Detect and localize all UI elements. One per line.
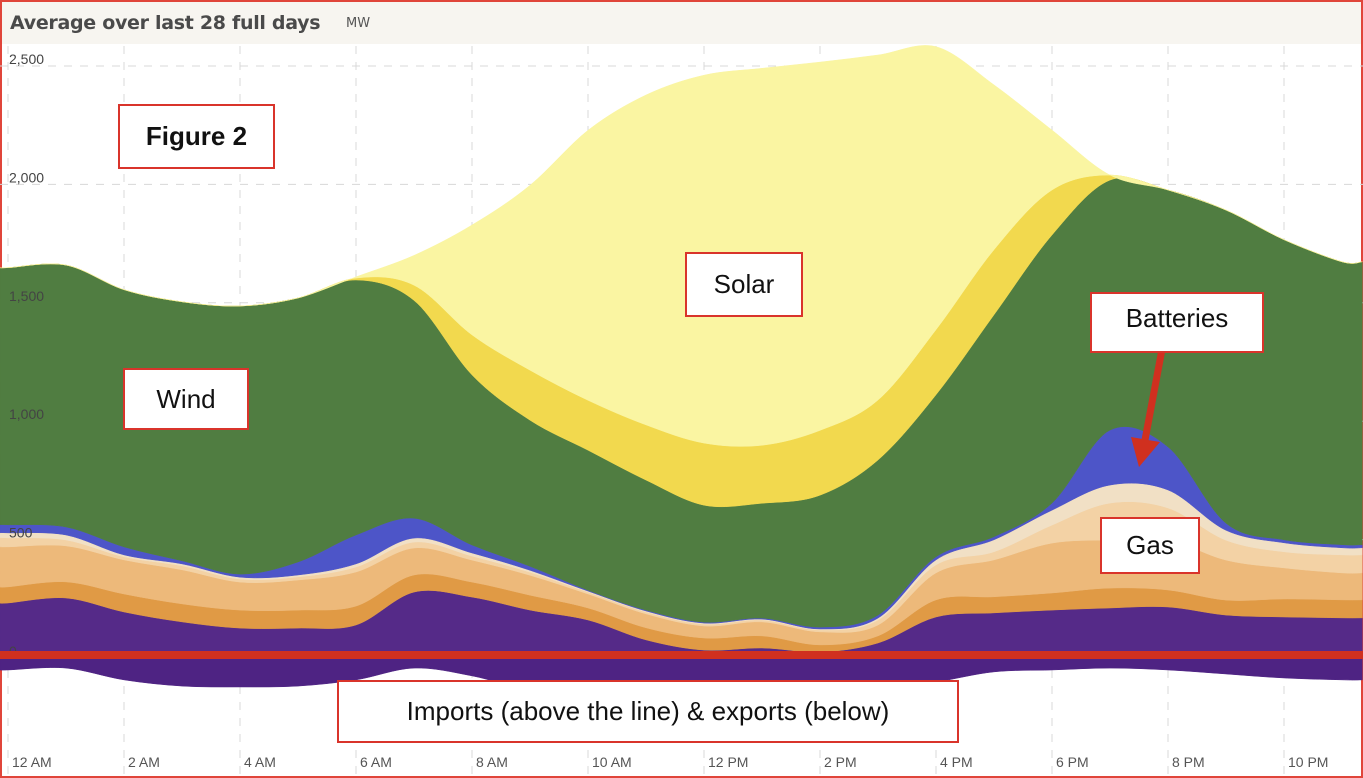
y-tick-label: 500 [9, 525, 33, 541]
x-tick-label: 12 AM [12, 754, 52, 770]
annotation-figure-2: Figure 2 [118, 104, 275, 169]
x-tick-label: 2 AM [128, 754, 160, 770]
series-areas [0, 45, 1363, 692]
x-tick-label: 12 PM [708, 754, 748, 770]
x-tick-label: 4 AM [244, 754, 276, 770]
series-area-9 [0, 45, 1363, 447]
y-tick-label: 2,500 [9, 51, 44, 67]
zero-line [0, 651, 1363, 659]
x-tick-label: 8 AM [476, 754, 508, 770]
annotation-solar: Solar [685, 252, 803, 317]
x-tick-label: 4 PM [940, 754, 973, 770]
x-tick-label: 10 AM [592, 754, 632, 770]
chart-header: Average over last 28 full days MW [2, 2, 1361, 44]
annotation-imports-exports: Imports (above the line) & exports (belo… [337, 680, 959, 743]
annotation-wind: Wind [123, 368, 249, 430]
batteries-arrow [1131, 343, 1167, 467]
chart-title: Average over last 28 full days [10, 12, 321, 34]
y-tick-label: 2,000 [9, 169, 44, 185]
annotation-gas: Gas [1100, 517, 1200, 574]
x-tick-label: 6 PM [1056, 754, 1089, 770]
x-tick-label: 10 PM [1288, 754, 1328, 770]
x-tick-label: 8 PM [1172, 754, 1205, 770]
y-tick-label: 1,000 [9, 406, 44, 422]
annotation-batteries: Batteries [1090, 292, 1264, 353]
unit-label: MW [346, 16, 371, 31]
x-axis-ticks: 12 AM 2 AM 4 AM 6 AM 8 AM 10 AM 12 PM 2 PM 4 PM 6… [12, 754, 1328, 770]
x-tick-label: 6 AM [360, 754, 392, 770]
y-tick-label: 1,500 [9, 288, 44, 304]
x-tick-label: 2 PM [824, 754, 857, 770]
